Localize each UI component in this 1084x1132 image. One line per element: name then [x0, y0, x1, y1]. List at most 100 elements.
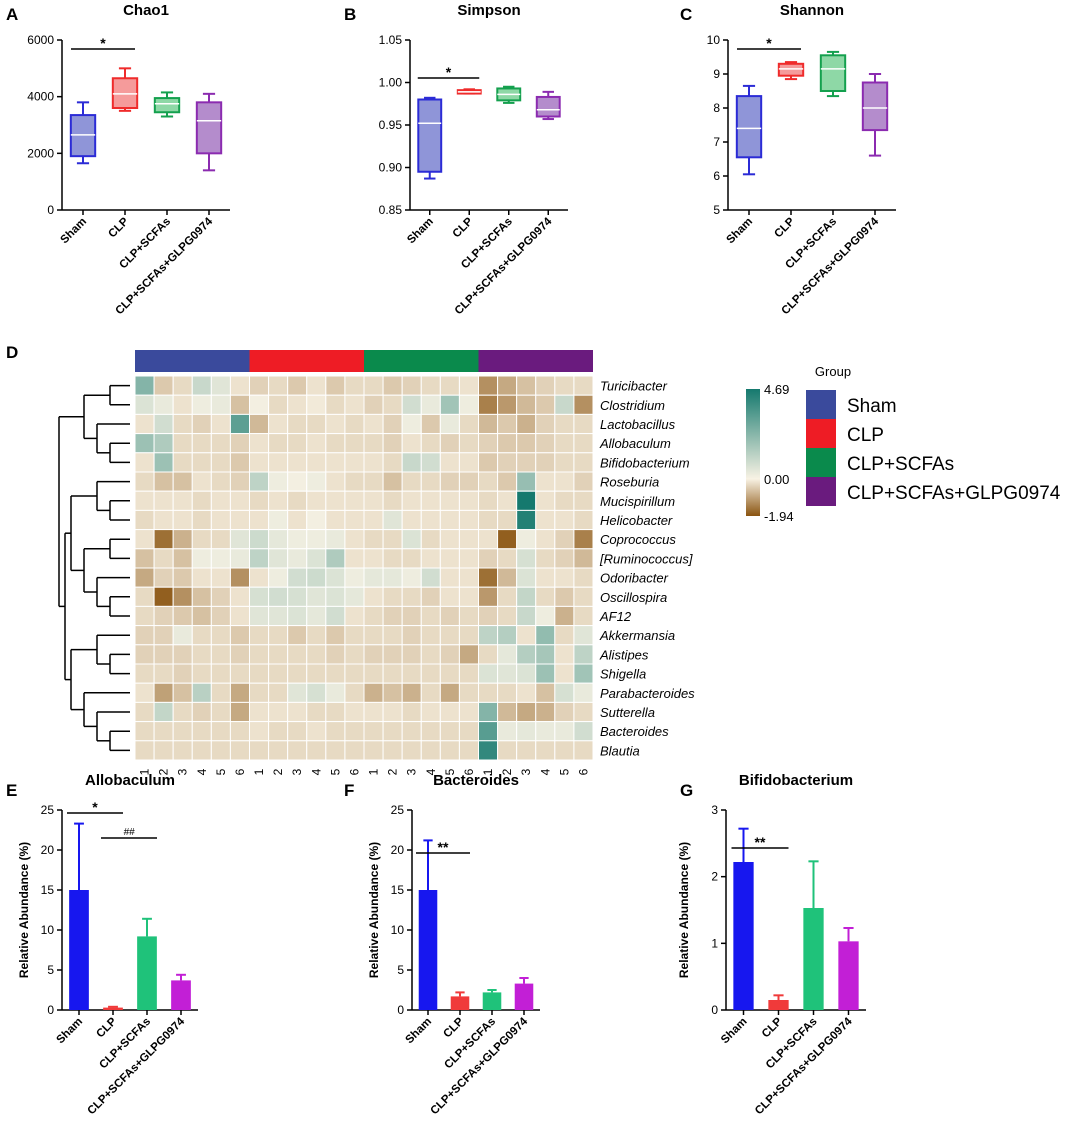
heatmap-cell: [439, 605, 460, 627]
heatmap-cell: [554, 721, 575, 742]
heatmap-column-label: 6: [576, 768, 590, 775]
heatmap-cell: [382, 471, 403, 492]
heatmap-column-label: 6: [233, 768, 247, 775]
heatmap-cell: [287, 644, 308, 665]
heatmap-cell: [306, 682, 327, 703]
heatmap-cell: [210, 644, 231, 665]
heatmap-cell: [210, 567, 231, 588]
heatmap-cell: [382, 509, 403, 531]
legend-swatch: [806, 448, 836, 477]
heatmap-cell: [535, 740, 556, 761]
heatmap-cell: [325, 490, 346, 511]
heatmap-cell: [306, 701, 327, 723]
heatmap-cell: [382, 394, 403, 415]
heatmap-cell: [172, 529, 193, 550]
heatmap-cell: [535, 452, 556, 473]
heatmap-cell: [153, 605, 174, 627]
heatmap-cell: [535, 586, 556, 607]
heatmap-cell: [172, 394, 193, 415]
heatmap-cell: [153, 586, 174, 607]
heatmap-cell: [554, 375, 575, 396]
heatmap-cell: [210, 605, 231, 627]
chart-b-box-body: [535, 95, 561, 118]
heatmap-cell: [287, 471, 308, 492]
heatmap-cell: [439, 452, 460, 473]
heatmap-cell: [439, 394, 460, 415]
heatmap-cell: [458, 529, 479, 550]
heatmap-cell: [420, 394, 441, 415]
heatmap-cell: [325, 471, 346, 492]
chart-g-title: Bifidobacterium: [739, 772, 853, 789]
chart-b-significance-label: *: [446, 64, 452, 80]
heatmap-cell: [134, 586, 155, 607]
heatmap-cell: [344, 529, 365, 550]
heatmap-cell: [268, 644, 289, 665]
heatmap-cell: [516, 471, 537, 492]
heatmap-column-label: 2: [271, 768, 285, 775]
chart-a-title: Chao1: [123, 2, 169, 19]
heatmap-cell: [497, 625, 518, 646]
chart-a-y-tick-label: 0: [47, 203, 54, 217]
heatmap-cell: [306, 721, 327, 742]
heatmap-column-label: 1: [367, 768, 381, 775]
panel-label-b: B: [344, 5, 356, 24]
heatmap-cell: [210, 586, 231, 607]
chart-a-y-tick-label: 4000: [27, 90, 54, 104]
heatmap-cell: [249, 701, 270, 723]
heatmap-cell: [191, 413, 212, 435]
chart-a-box-2: [111, 67, 139, 112]
heatmap-cell: [134, 740, 155, 761]
heatmap-cell: [191, 509, 212, 531]
heatmap-cell: [287, 529, 308, 550]
heatmap-cell: [554, 586, 575, 607]
chart-f-bar: [450, 996, 470, 1010]
heatmap-cell: [573, 682, 594, 703]
heatmap-cell: [229, 375, 251, 396]
heatmap-cell: [516, 394, 537, 415]
heatmap-cell: [554, 605, 575, 627]
heatmap-cell: [344, 548, 365, 569]
heatmap-cell: [439, 625, 460, 646]
heatmap-cell: [287, 548, 308, 569]
heatmap-cell: [210, 740, 231, 761]
heatmap-cell: [573, 586, 594, 607]
heatmap-row-label: Turicibacter: [600, 379, 668, 394]
heatmap-column-label: 5: [557, 768, 571, 775]
heatmap-cell: [249, 586, 270, 607]
chart-f-y-tick-label: 10: [391, 923, 405, 937]
heatmap-cell: [153, 625, 174, 646]
colorbar-label: 0.00: [764, 472, 789, 487]
chart-b-y-tick-label: 0.95: [379, 118, 403, 132]
legend-label: CLP+SCFAs+GLPG0974: [847, 483, 1061, 504]
heatmap-cell: [478, 663, 499, 684]
heatmap-cell: [249, 452, 270, 473]
heatmap-cell: [325, 548, 346, 569]
heatmap-cell: [344, 394, 365, 415]
heatmap-cell: [554, 452, 575, 473]
heatmap-cell: [535, 644, 556, 665]
heatmap-cell: [478, 529, 499, 550]
heatmap-column-label: 4: [195, 768, 209, 775]
heatmap-cell: [210, 721, 231, 742]
heatmap-cell: [287, 433, 308, 454]
chart-a-y-tick-label: 2000: [27, 146, 54, 160]
heatmap-cell: [344, 413, 365, 435]
heatmap-cell: [172, 509, 193, 531]
heatmap-cell: [573, 721, 594, 742]
heatmap-cell: [382, 490, 403, 511]
chart-e-significance-label: *: [92, 799, 98, 815]
heatmap-cell: [535, 529, 556, 550]
heatmap-cell: [401, 433, 422, 454]
heatmap-cell: [401, 682, 422, 703]
chart-e-y-axis-label: Relative Abundance (%): [17, 842, 31, 978]
heatmap-cell: [268, 375, 289, 396]
heatmap-cell: [172, 375, 193, 396]
heatmap-cell: [153, 682, 174, 703]
colorbar-label: -1.94: [764, 509, 794, 524]
heatmap-cell: [363, 375, 384, 396]
heatmap-cell: [535, 605, 556, 627]
heatmap-cell: [172, 721, 193, 742]
panel-label-f: F: [344, 781, 354, 800]
heatmap-cell: [172, 586, 193, 607]
heatmap-cell: [420, 413, 441, 435]
